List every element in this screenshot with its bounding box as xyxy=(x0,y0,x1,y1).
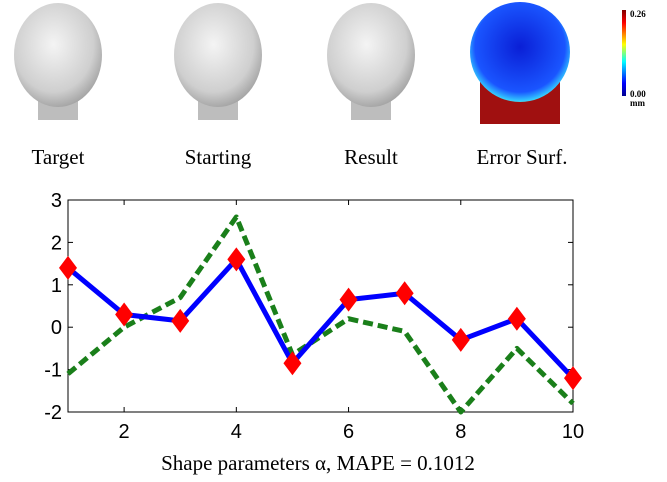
x-axis-label: Shape parameters α, MAPE = 0.1012 xyxy=(161,451,475,475)
y-tick-label: 3 xyxy=(51,190,62,212)
colorbar xyxy=(622,10,626,96)
panel-label: Starting xyxy=(185,145,252,169)
y-tick-label: 1 xyxy=(51,275,62,297)
face xyxy=(14,3,102,120)
colorbar-label: 0.26 xyxy=(630,9,646,19)
y-tick-label: -2 xyxy=(44,402,62,424)
x-tick-label: 10 xyxy=(562,421,584,443)
x-tick-label: 4 xyxy=(231,421,242,443)
plot-frame xyxy=(68,200,573,412)
panel-label: Target xyxy=(32,145,85,169)
face xyxy=(174,3,262,120)
x-tick-label: 8 xyxy=(455,421,466,443)
panel-label: Error Surf. xyxy=(477,145,568,169)
series-line xyxy=(68,259,573,378)
error-face xyxy=(470,2,570,124)
y-tick-label: -1 xyxy=(44,360,62,382)
panel-label: Result xyxy=(344,145,398,169)
y-tick-label: 0 xyxy=(51,317,62,339)
x-tick-label: 6 xyxy=(343,421,354,443)
face xyxy=(327,3,415,120)
figure: Target Starting Result Error Surf. 0.26 … xyxy=(0,0,667,482)
y-tick-label: 2 xyxy=(51,232,62,254)
colorbar-unit: mm xyxy=(630,98,645,108)
x-tick-label: 2 xyxy=(119,421,130,443)
face-images xyxy=(14,2,570,124)
